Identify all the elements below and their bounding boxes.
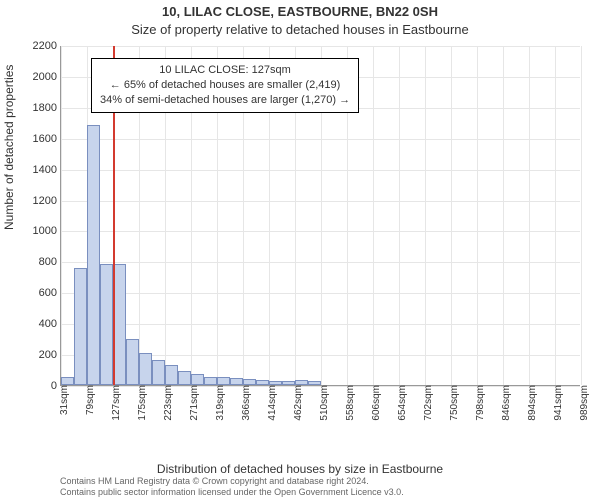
footer-line-1: Contains HM Land Registry data © Crown c… — [60, 476, 404, 487]
y-tick-label: 1800 — [33, 102, 61, 114]
x-tick-label: 989sqm — [575, 385, 590, 421]
x-tick-label: 702sqm — [419, 385, 434, 421]
y-tick-label: 1400 — [33, 164, 61, 176]
histogram-bar — [256, 380, 269, 385]
annotation-line-1: 10 LILAC CLOSE: 127sqm — [100, 63, 350, 78]
gridline-v — [451, 46, 452, 385]
histogram-bar — [295, 380, 308, 385]
footer-attribution: Contains HM Land Registry data © Crown c… — [60, 476, 404, 498]
annotation-line-2: ← 65% of detached houses are smaller (2,… — [100, 78, 350, 93]
x-tick-label: 750sqm — [445, 385, 460, 421]
histogram-bar — [74, 268, 87, 385]
gridline-v — [399, 46, 400, 385]
y-tick-label: 2200 — [33, 40, 61, 52]
x-tick-label: 414sqm — [263, 385, 278, 421]
gridline-v — [529, 46, 530, 385]
x-tick-label: 798sqm — [471, 385, 486, 421]
x-tick-label: 894sqm — [523, 385, 538, 421]
annotation-box: 10 LILAC CLOSE: 127sqm← 65% of detached … — [91, 58, 359, 113]
histogram-bar — [230, 378, 243, 385]
x-tick-label: 31sqm — [55, 385, 70, 415]
histogram-bar — [308, 381, 321, 385]
gridline-v — [61, 46, 62, 385]
histogram-bar — [191, 374, 204, 385]
x-tick-label: 462sqm — [289, 385, 304, 421]
y-axis-label: Number of detached properties — [2, 65, 16, 230]
histogram-bar — [165, 365, 178, 385]
x-tick-label: 319sqm — [211, 385, 226, 421]
annotation-line-3: 34% of semi-detached houses are larger (… — [100, 93, 350, 108]
x-tick-label: 79sqm — [81, 385, 96, 415]
y-tick-label: 2000 — [33, 71, 61, 83]
histogram-bar — [126, 339, 139, 385]
y-tick-label: 1000 — [33, 225, 61, 237]
x-tick-label: 510sqm — [315, 385, 330, 421]
gridline-v — [477, 46, 478, 385]
histogram-bar — [61, 377, 74, 385]
histogram-bar — [282, 381, 295, 385]
gridline-v — [373, 46, 374, 385]
y-tick-label: 800 — [39, 256, 61, 268]
histogram-bar — [152, 360, 165, 385]
histogram-bar — [178, 371, 191, 385]
x-tick-label: 846sqm — [497, 385, 512, 421]
plot-area: 0200400600800100012001400160018002000220… — [60, 46, 580, 386]
gridline-v — [581, 46, 582, 385]
x-tick-label: 271sqm — [185, 385, 200, 421]
chart-title-subtitle: Size of property relative to detached ho… — [0, 22, 600, 37]
histogram-bar — [217, 377, 230, 385]
histogram-bar — [243, 379, 256, 385]
histogram-bar — [269, 381, 282, 385]
x-tick-label: 366sqm — [237, 385, 252, 421]
histogram-bar — [204, 377, 217, 386]
y-tick-label: 600 — [39, 287, 61, 299]
chart-title-address: 10, LILAC CLOSE, EASTBOURNE, BN22 0SH — [0, 4, 600, 19]
x-tick-label: 606sqm — [367, 385, 382, 421]
gridline-v — [555, 46, 556, 385]
y-tick-label: 1600 — [33, 133, 61, 145]
gridline-v — [503, 46, 504, 385]
histogram-bar — [100, 264, 113, 385]
y-tick-label: 200 — [39, 349, 61, 361]
histogram-bar — [139, 353, 152, 385]
x-tick-label: 223sqm — [159, 385, 174, 421]
x-tick-label: 175sqm — [133, 385, 148, 421]
gridline-v — [425, 46, 426, 385]
footer-line-2: Contains public sector information licen… — [60, 487, 404, 498]
histogram-bar — [87, 125, 100, 385]
x-tick-label: 941sqm — [549, 385, 564, 421]
y-tick-label: 1200 — [33, 195, 61, 207]
x-axis-label: Distribution of detached houses by size … — [0, 462, 600, 476]
x-tick-label: 654sqm — [393, 385, 408, 421]
x-tick-label: 127sqm — [107, 385, 122, 421]
x-tick-label: 558sqm — [341, 385, 356, 421]
y-tick-label: 400 — [39, 318, 61, 330]
